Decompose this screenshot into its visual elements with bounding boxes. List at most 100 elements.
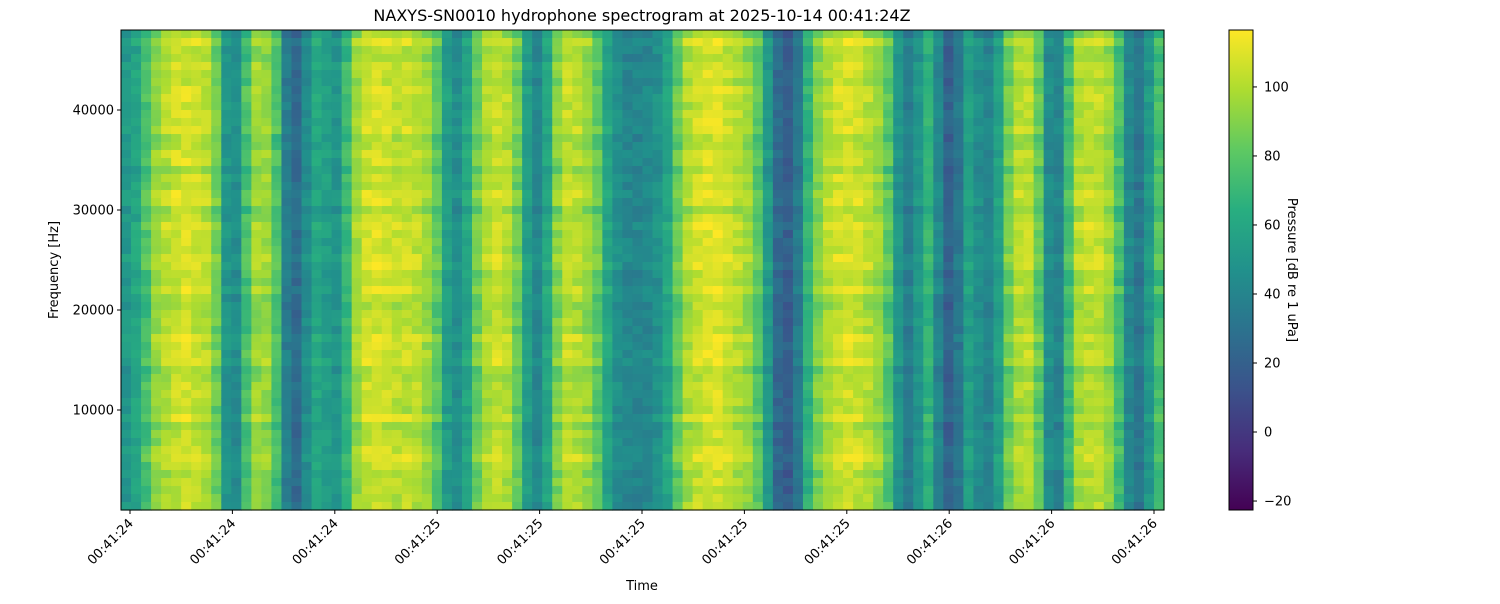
heatmap-cell [712, 350, 724, 359]
heatmap-cell [181, 478, 192, 487]
heatmap-cell [752, 254, 764, 263]
heatmap-cell [331, 278, 343, 287]
heatmap-cell [291, 414, 303, 423]
heatmap-cell [672, 278, 684, 287]
heatmap-cell [461, 134, 473, 143]
heatmap-cell [381, 350, 393, 359]
heatmap-cell [361, 350, 373, 359]
heatmap-cell [562, 110, 573, 119]
heatmap-cell [802, 46, 814, 55]
heatmap-cell [341, 150, 353, 159]
heatmap-cell [472, 230, 483, 239]
heatmap-cell [692, 150, 704, 159]
heatmap-cell [943, 270, 954, 279]
heatmap-cell [632, 294, 644, 303]
heatmap-cell [682, 414, 694, 423]
heatmap-cell [712, 358, 724, 367]
heatmap-cell [692, 134, 704, 143]
heatmap-cell [542, 182, 553, 191]
heatmap-cell [702, 142, 714, 151]
heatmap-cell [933, 478, 944, 487]
heatmap-cell [903, 358, 914, 367]
heatmap-cell [251, 182, 263, 191]
heatmap-cell [472, 126, 483, 135]
heatmap-cell [913, 78, 924, 87]
heatmap-cell [482, 134, 493, 143]
heatmap-cell [863, 174, 874, 183]
heatmap-cell [401, 166, 413, 175]
heatmap-cell [451, 374, 463, 383]
heatmap-cell [913, 470, 924, 479]
heatmap-cell [211, 382, 222, 391]
heatmap-cell [602, 62, 614, 71]
heatmap-cell [602, 166, 614, 175]
heatmap-cell [492, 446, 503, 455]
heatmap-cell [512, 494, 523, 503]
heatmap-cell [331, 302, 343, 311]
heatmap-cell [692, 470, 704, 479]
heatmap-cell [943, 302, 954, 311]
heatmap-cell [241, 54, 252, 63]
heatmap-cell [853, 438, 864, 447]
heatmap-cell [883, 446, 894, 455]
heatmap-cell [421, 374, 433, 383]
heatmap-cell [672, 206, 684, 215]
heatmap-cell [792, 94, 804, 103]
heatmap-cell [472, 94, 483, 103]
heatmap-cell [171, 446, 182, 455]
heatmap-cell [592, 54, 603, 63]
heatmap-cell [913, 486, 924, 495]
heatmap-cell [802, 478, 814, 487]
heatmap-cell [943, 182, 954, 191]
heatmap-cell [652, 126, 664, 135]
heatmap-cell [712, 166, 724, 175]
heatmap-cell [401, 254, 413, 263]
heatmap-cell [522, 350, 533, 359]
heatmap-cell [211, 118, 222, 127]
heatmap-cell [371, 126, 383, 135]
heatmap-cell [391, 198, 403, 207]
heatmap-cell [943, 230, 954, 239]
heatmap-cell [502, 222, 513, 231]
heatmap-cell [542, 118, 553, 127]
heatmap-cell [692, 38, 704, 47]
heatmap-cell [121, 238, 132, 247]
heatmap-cell [732, 134, 744, 143]
heatmap-cell [752, 150, 764, 159]
heatmap-cell [261, 38, 273, 47]
heatmap-cell [692, 278, 704, 287]
heatmap-cell [722, 254, 734, 263]
heatmap-cell [131, 486, 142, 495]
heatmap-cell [341, 342, 353, 351]
heatmap-cell [562, 150, 573, 159]
heatmap-cell [682, 158, 694, 167]
heatmap-cell [141, 390, 152, 399]
heatmap-cell [271, 158, 283, 167]
heatmap-cell [843, 198, 854, 207]
heatmap-cell [542, 486, 553, 495]
heatmap-cell [923, 294, 934, 303]
heatmap-cell [933, 502, 944, 511]
heatmap-cell [913, 318, 924, 327]
heatmap-cell [662, 326, 674, 335]
heatmap-cell [121, 382, 132, 391]
heatmap-cell [873, 70, 884, 79]
heatmap-cell [512, 94, 523, 103]
heatmap-cell [421, 382, 433, 391]
heatmap-cell [391, 446, 403, 455]
heatmap-cell [642, 326, 654, 335]
heatmap-cell [873, 326, 884, 335]
heatmap-cell [812, 430, 824, 439]
heatmap-cell [311, 470, 323, 479]
heatmap-cell [351, 470, 363, 479]
heatmap-cell [943, 350, 954, 359]
heatmap-cell [702, 398, 714, 407]
heatmap-cell [431, 502, 443, 511]
heatmap-cell [853, 350, 864, 359]
heatmap-cell [261, 358, 273, 367]
heatmap-cell [582, 270, 593, 279]
heatmap-cell [472, 390, 483, 399]
heatmap-cell [341, 438, 353, 447]
heatmap-cell [712, 214, 724, 223]
heatmap-cell [371, 358, 383, 367]
